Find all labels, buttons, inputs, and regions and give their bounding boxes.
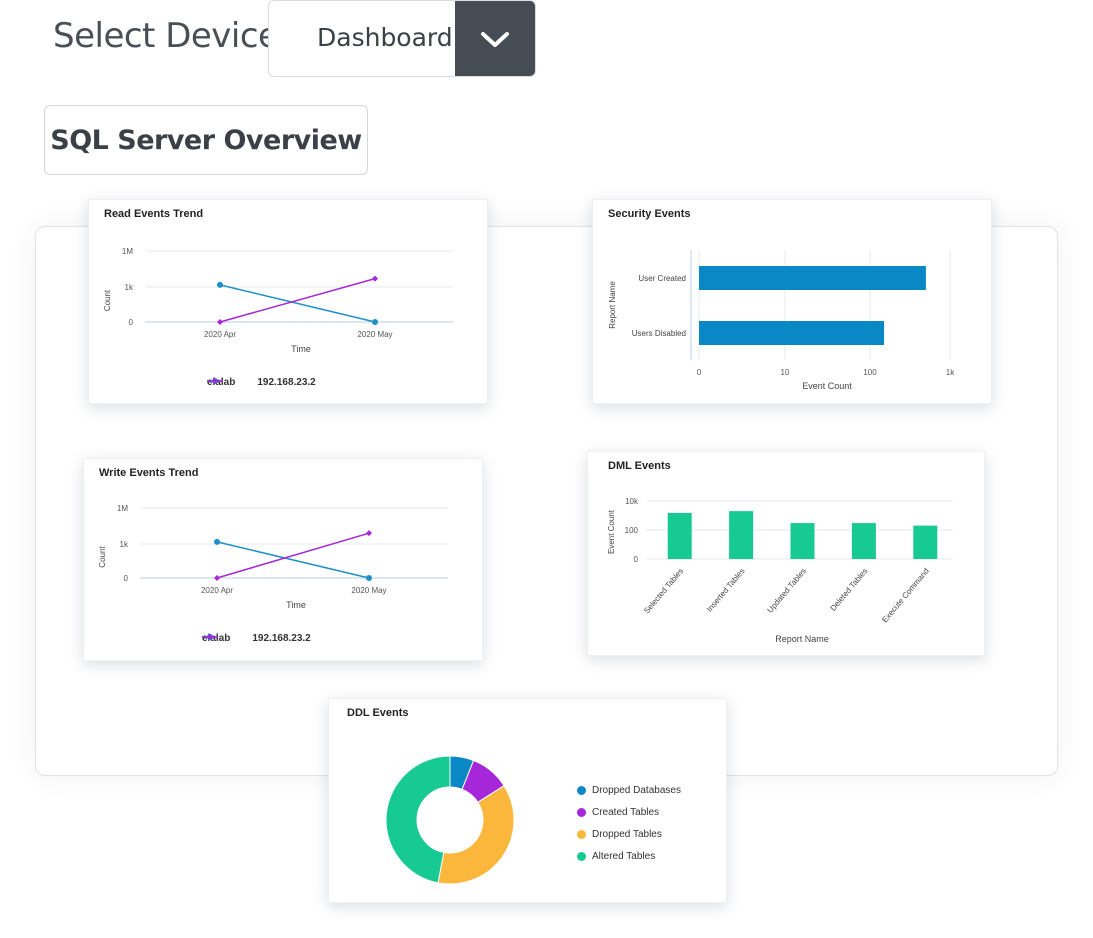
altered-tables-swatch [577,851,586,861]
x-axis-title: Event Count [802,381,852,391]
data-point [366,530,372,537]
legend-label: elalab [202,633,231,644]
slice-altered-tables [385,755,451,884]
dml-events-title: DML Events [608,460,671,472]
y-tick-label: 100 [625,526,639,535]
data-point [214,575,220,581]
write-events-card: Write Events Trend 1M 1k 0 2020 Apr 2020 May… [83,458,483,661]
ddl-events-chart [385,755,515,885]
bar-user-created [699,266,926,290]
select-device-label: Select Device [53,16,279,56]
y-tick-label: 0 [129,318,134,327]
legend-label: elalab [207,377,236,388]
y-tick-label: 1k [120,540,129,549]
legend-label: Dropped Databases [592,784,681,796]
data-point [217,281,223,288]
ddl-events-title: DDL Events [347,707,409,719]
legend-item[interactable]: Dropped Databases [577,779,681,801]
legend-label: Altered Tables [592,850,656,862]
ddl-events-legend: Dropped Databases Created Tables Dropped… [577,779,681,867]
x-tick-label: Inserted Tables [705,567,747,614]
x-tick-label: 2020 Apr [201,586,233,595]
data-point [217,319,223,325]
y-axis-title: Event Count [607,509,616,554]
security-events-card: Security Events 0 10 100 1k User Created User… [592,199,992,404]
x-tick-label: 2020 May [357,330,392,339]
x-tick-label: 1k [946,368,955,377]
sql-server-overview-button[interactable]: SQL Server Overview [44,105,368,175]
series-line-elalab [219,284,376,323]
legend-label: Dropped Tables [592,828,662,840]
dropped-databases-swatch [577,785,586,795]
series-line-ip [219,277,376,323]
device-select-toggle[interactable] [455,1,535,76]
legend-label: Created Tables [592,806,660,818]
security-events-title: Security Events [608,208,691,220]
data-point [366,575,372,581]
bar-deleted-tables [851,523,876,559]
y-tick-label: Users Disabled [632,329,686,338]
x-axis-title: Time [286,600,306,610]
bar-inserted-tables [729,511,754,559]
read-events-card: Read Events Trend 1M 1k 0 2020 Apr 2020 May T… [88,199,488,404]
x-tick-label: 0 [697,368,702,377]
bar-updated-tables [790,523,815,559]
x-tick-label: 10 [781,368,790,377]
bar-users-disabled [699,321,885,345]
write-events-title: Write Events Trend [99,467,199,479]
bar-selected-tables [667,512,692,559]
x-tick-label: Selected Tables [642,567,685,616]
security-events-chart: 0 10 100 1k User Created Users Disabled Event … [608,250,955,391]
ddl-events-card: DDL Events Dropped Databases Created Tab… [328,698,727,903]
x-axis-title: Time [291,344,311,354]
legend-item[interactable]: Dropped Tables [577,823,681,845]
y-axis-title: Report Name [608,281,617,329]
data-point [372,319,378,325]
chevron-down-icon [481,31,509,47]
bar-execute-command [913,525,938,559]
legend-item[interactable]: 192.168.23.2 [207,377,316,388]
legend-label: 192.168.23.2 [257,377,316,388]
legend-item[interactable]: 192.168.23.2 [202,633,311,644]
data-point [372,275,378,282]
write-events-legend: elalab 192.168.23.2 [202,633,311,644]
y-tick-label: User Created [638,274,686,283]
dropped-tables-swatch [577,829,586,839]
slice-dropped-tables [437,785,515,885]
y-axis-title: Count [98,546,107,568]
write-events-chart: 1M 1k 0 2020 Apr 2020 May Time Count [98,504,448,610]
y-tick-label: 0 [634,555,639,564]
data-point [214,538,220,545]
x-tick-label: 100 [863,368,877,377]
y-tick-label: 1M [122,247,133,256]
dml-events-card: DML Events 10k 100 0 Selected Tables Inserte… [587,451,985,656]
x-tick-label: Updated Tables [765,567,808,615]
y-tick-label: 1k [125,283,134,292]
y-tick-label: 0 [124,574,129,583]
series-line-ip [216,532,370,579]
legend-item[interactable]: Created Tables [577,801,681,823]
read-events-legend: elalab 192.168.23.2 [207,377,316,388]
created-tables-swatch [577,807,586,817]
x-tick-label: Execute Command [880,567,931,625]
read-events-chart: 1M 1k 0 2020 Apr 2020 May Time Count [103,247,453,354]
x-tick-label: 2020 May [351,586,386,595]
device-select-value: Dashboard [317,23,453,52]
x-axis-title: Report Name [775,634,829,644]
legend-item[interactable]: Altered Tables [577,845,681,867]
series-line-elalab [216,541,370,579]
y-tick-label: 1M [117,504,128,513]
x-tick-label: Deleted Tables [829,567,870,613]
legend-label: 192.168.23.2 [252,633,311,644]
read-events-title: Read Events Trend [104,208,204,220]
device-select[interactable]: Dashboard [268,0,536,77]
y-axis-title: Count [103,289,112,311]
x-tick-label: 2020 Apr [204,330,236,339]
y-tick-label: 10k [625,497,639,506]
